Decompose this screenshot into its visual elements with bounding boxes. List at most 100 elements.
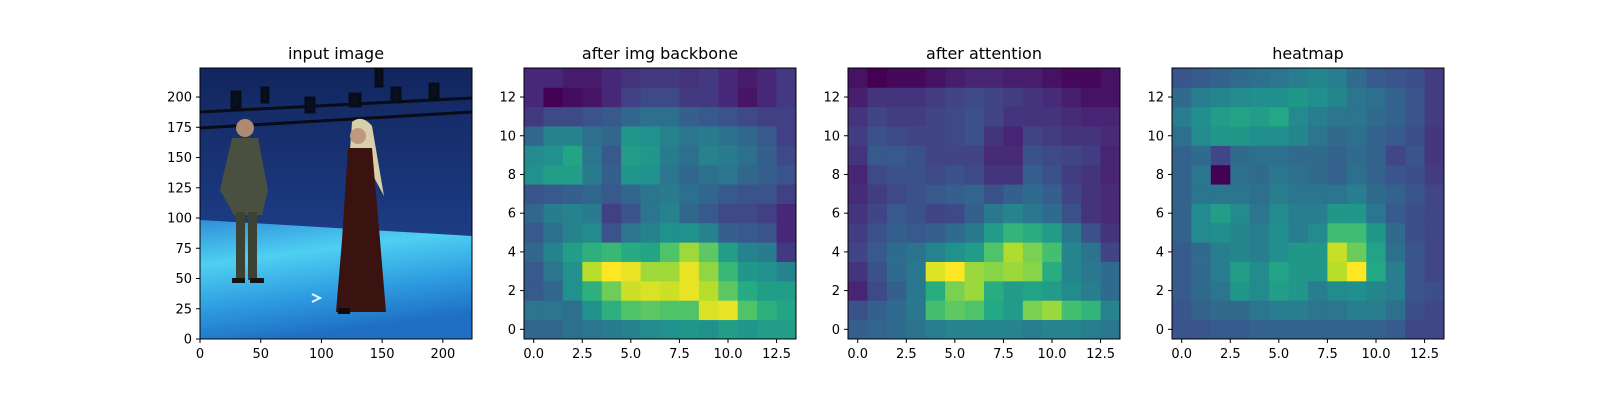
heatmap-cell [1210,280,1231,301]
heatmap-cell [718,261,739,282]
heatmap-cell [757,184,777,204]
heatmap-cell [925,126,946,146]
heatmap-cell [698,184,719,204]
heatmap-cell [698,145,719,166]
heatmap-cell [1424,222,1445,243]
panel-after-img-backbone: after img backbone 0.0 2.5 5.0 7.5 10.0 12.50… [499,44,797,362]
heatmap-cell [1327,184,1348,204]
heatmap-cell [757,222,777,243]
heatmap-cell [582,242,603,262]
heatmap-cell [660,261,680,282]
y-tick-label: 6 [508,207,516,222]
heatmap-cell [1308,203,1328,224]
heatmap-cell [984,126,1004,146]
heatmap-cell [1249,242,1270,262]
heatmap-cell [1210,145,1231,166]
heatmap-cell [1100,203,1121,224]
heatmap-cell [1269,184,1289,204]
heatmap-cell [867,280,888,301]
heatmap-cell [867,106,888,127]
heatmap-cell [1327,280,1348,301]
heatmap-cell [906,300,927,321]
heatmap-cell [906,222,927,243]
heatmap-cell [640,319,661,340]
heatmap-cell [562,145,583,166]
heatmap-cell [1366,203,1387,224]
heatmap-cell [601,87,622,108]
heatmap-cell [1269,261,1289,282]
heatmap-cell [1022,300,1043,321]
heatmap-cell [906,242,927,262]
heatmap-cell [679,126,700,146]
heatmap-cell [886,184,907,204]
y-tick-label: 12 [823,91,840,106]
heatmap-cell [718,68,739,88]
heatmap-cell [660,68,680,88]
heatmap-cell [1308,145,1328,166]
heatmap-cell [1230,261,1251,282]
heatmap-cell [1022,126,1043,146]
heatmap-cell [1366,261,1387,282]
heatmap-cell [640,300,661,321]
heatmap-cell [1249,87,1270,108]
heatmap-cell [679,261,700,282]
heatmap-cell [562,106,583,127]
heatmap-cell [1269,222,1289,243]
heatmap-cell [737,184,758,204]
heatmap-cell [886,242,907,262]
heatmap-cell [945,300,965,321]
heatmap-cell [1191,68,1212,88]
heatmap-cell [1249,222,1270,243]
heatmap-cell [1061,106,1082,127]
heatmap-cell [582,300,603,321]
heatmap-cell [757,280,777,301]
heatmap-cell [945,164,965,185]
heatmap-cell [1424,126,1445,146]
heatmap-cell [1405,280,1425,301]
heatmap-cell [1003,319,1024,340]
x-tick-label: 2.5 [572,347,593,362]
heatmap-cell [601,126,622,146]
heatmap-cell [582,126,603,146]
heatmap-cell [1230,242,1251,262]
heatmap-cell [737,280,758,301]
heatmap-cell [1003,106,1024,127]
panel-title-after-attention: after attention [926,44,1042,63]
heatmap-cell [698,164,719,185]
heatmap-cell [562,87,583,108]
heatmap-cell [1366,280,1387,301]
heatmap-cell [1042,87,1063,108]
heatmap-cell [562,300,583,321]
heatmap-cell [776,87,797,108]
heatmap-cell [925,280,946,301]
x-tick-label: 12.5 [762,347,791,362]
heatmap-ticks-after-img-backbone: 0.0 2.5 5.0 7.5 10.0 12.5 0 2 4 6 8 10 12 [499,91,791,362]
heatmap-cell [718,203,739,224]
heatmap-cell [660,126,680,146]
heatmap-cell [1042,203,1063,224]
heatmap-cell [679,184,700,204]
heatmap-cell [964,242,985,262]
heatmap-cell [945,87,965,108]
panel-after-attention: after attention 0.0 2.5 5.0 7.5 10.0 12.5 0 2 4 6… [823,44,1121,362]
heatmap-cell [1061,222,1082,243]
heatmap-cell [867,319,888,340]
heatmap-cell [1022,145,1043,166]
heatmap-cell [1042,222,1063,243]
heatmap-cell [1210,184,1231,204]
heatmap-cell [757,164,777,185]
heatmap-cell [1366,164,1387,185]
heatmap-cell [776,300,797,321]
heatmap-cell [1385,184,1406,204]
heatmap-cell [1003,280,1024,301]
heatmap-cell [1191,242,1212,262]
heatmap-cell [757,106,777,127]
heatmap-cells-after-attention [848,68,1121,340]
heatmap-cell [679,319,700,340]
heatmap-cell [848,300,868,321]
heatmap-cell [867,203,888,224]
heatmap-cell [1022,261,1043,282]
heatmap-cell [1061,126,1082,146]
heatmap-cell [621,145,641,166]
heatmap-cell [1022,222,1043,243]
